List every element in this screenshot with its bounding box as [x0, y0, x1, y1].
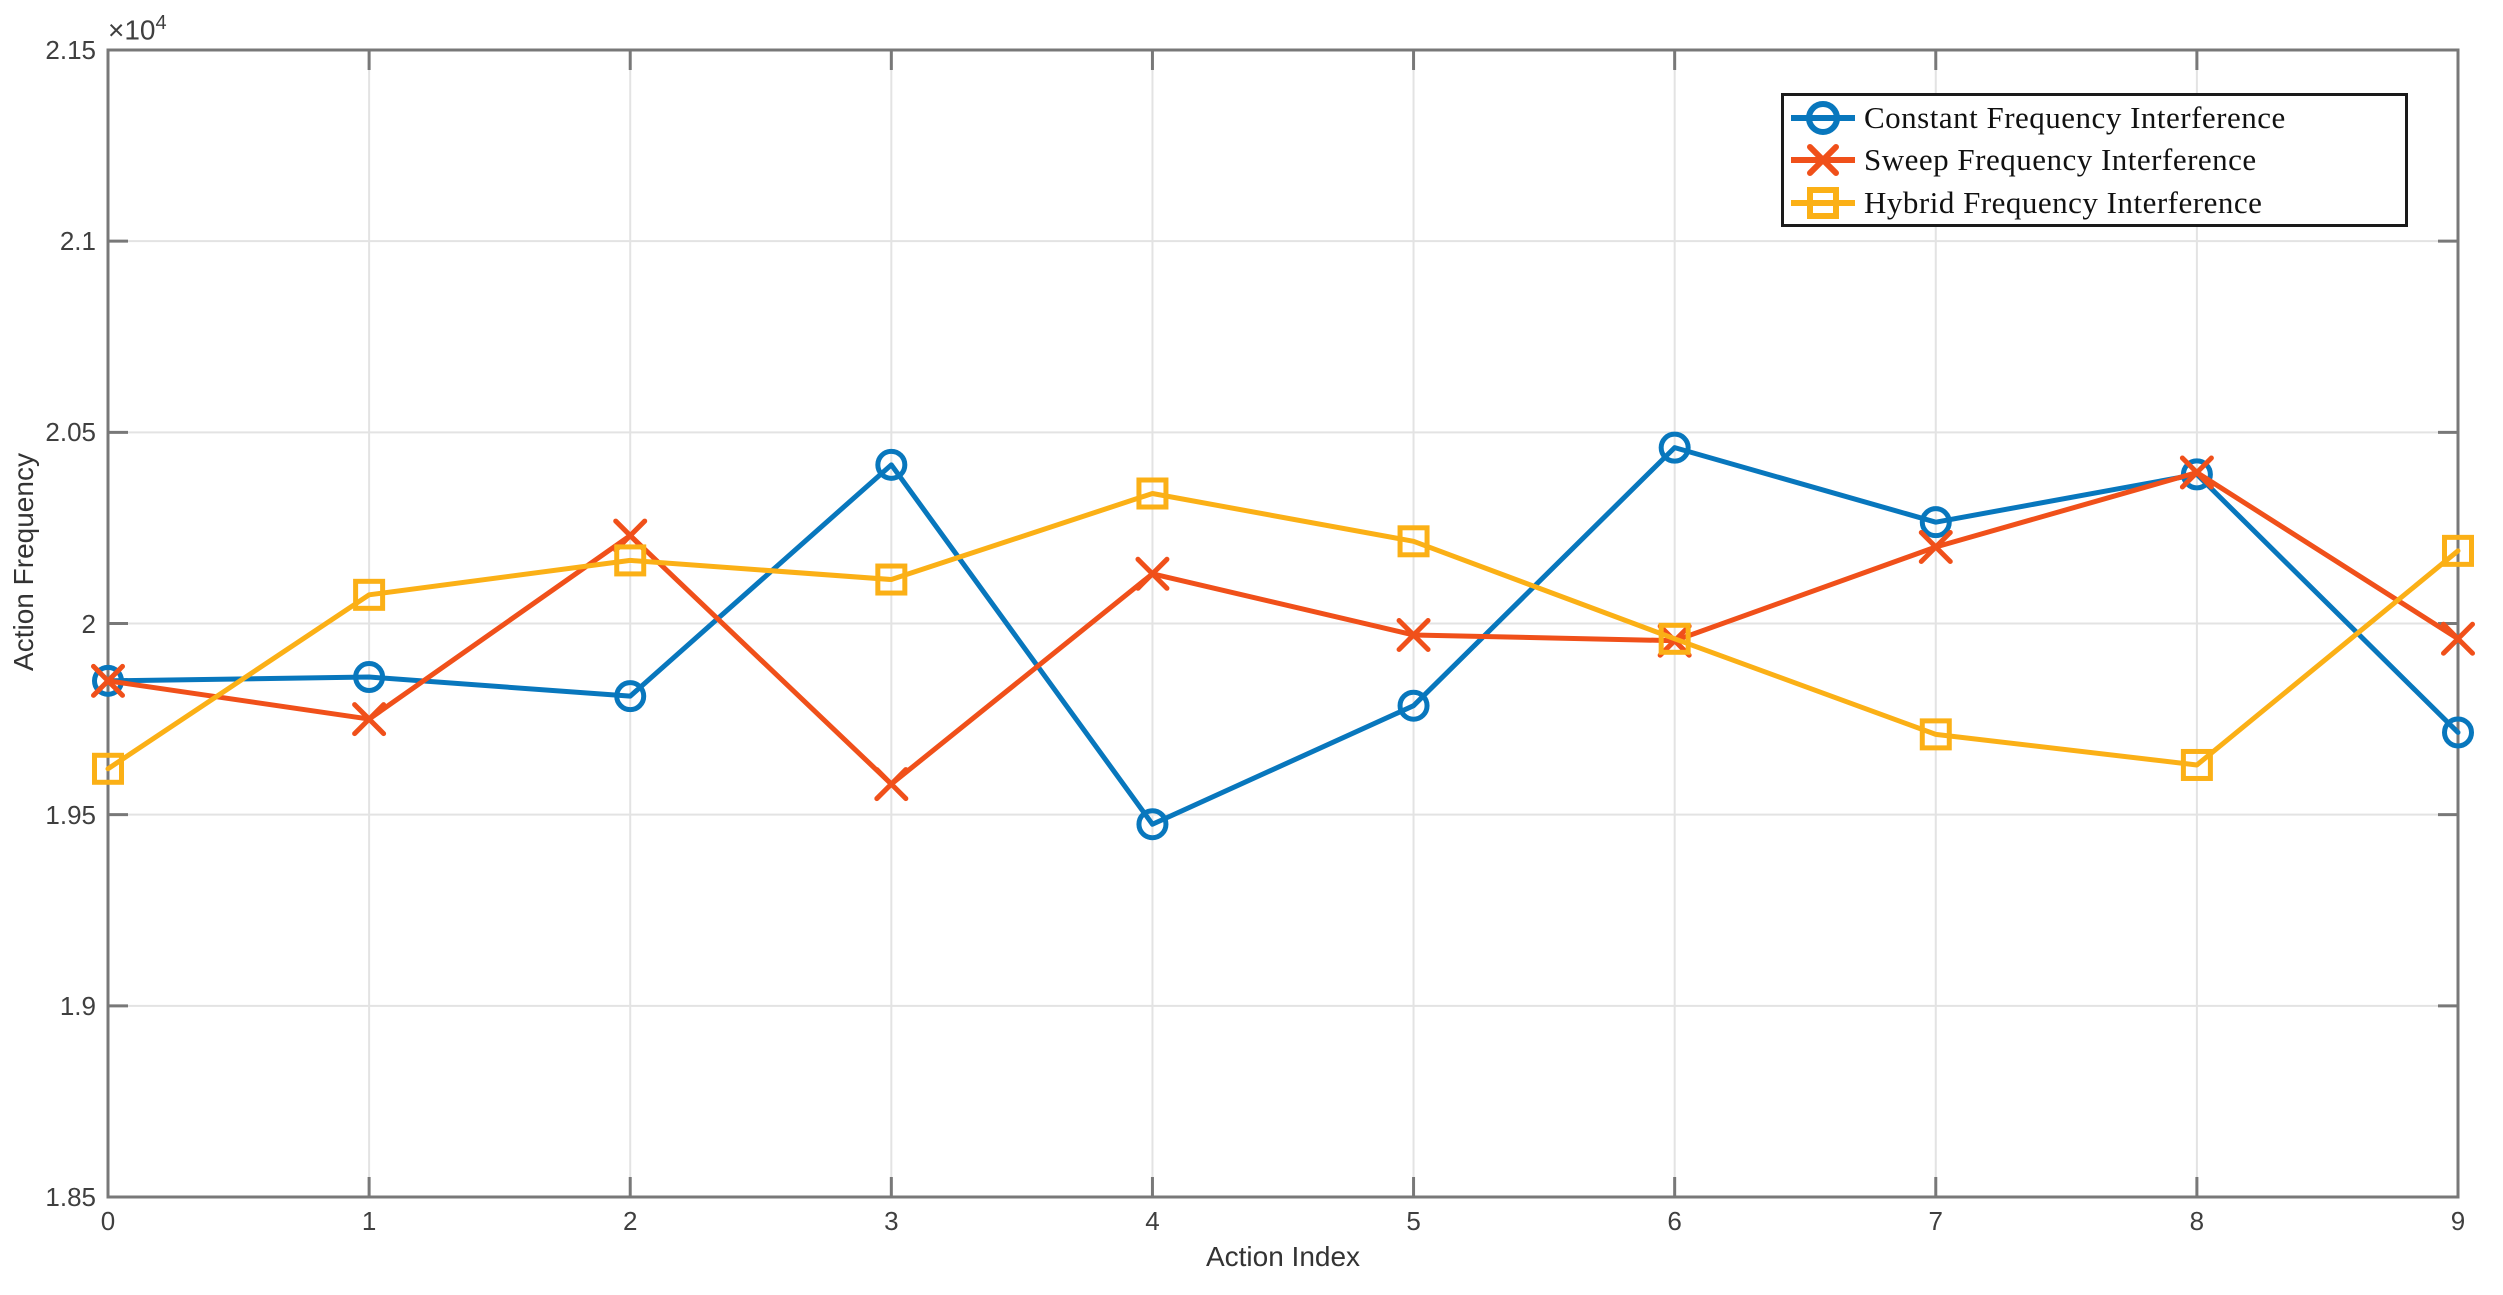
square-marker — [1397, 525, 1430, 558]
legend-item: Constant Frequency Interference — [1784, 97, 2405, 139]
legend-item: Hybrid Frequency Interference — [1784, 182, 2405, 224]
x-marker — [91, 663, 125, 698]
x-tick-label: 3 — [884, 1206, 899, 1236]
legend-item: Sweep Frequency Interference — [1784, 139, 2405, 181]
x-tick-label: 5 — [1406, 1206, 1421, 1236]
x-tick-label: 4 — [1145, 1206, 1160, 1236]
x-tick-label: 2 — [622, 1206, 638, 1236]
x-marker — [1396, 617, 1431, 652]
x-tick-label: 0 — [100, 1206, 116, 1236]
legend-label: Constant Frequency Interference — [1864, 99, 2286, 135]
legend-label: Hybrid Frequency Interference — [1864, 184, 2263, 220]
y-tick-label: 2.15 — [45, 35, 96, 65]
x-tick-label: 7 — [1928, 1206, 1943, 1236]
circle-marker — [2442, 716, 2474, 749]
exponent-base: ×10 — [108, 14, 156, 46]
y-tick-label: 2.1 — [59, 226, 96, 257]
circle-marker — [1397, 689, 1430, 722]
x-tick-label: 1 — [361, 1206, 377, 1236]
x-marker — [1918, 530, 1953, 565]
legend-label: Sweep Frequency Interference — [1864, 142, 2257, 177]
exponent-power: 4 — [155, 12, 167, 34]
y-tick-label: 1.9 — [59, 990, 96, 1021]
square-marker — [1919, 718, 1952, 751]
circle-marker — [1658, 431, 1691, 464]
circle-marker — [1919, 506, 1952, 539]
series-line-1 — [105, 469, 2461, 787]
square-marker — [2442, 534, 2474, 567]
circle-marker — [614, 680, 647, 713]
y-tick-label: 2.05 — [45, 417, 96, 448]
legend-circle-marker-icon — [1791, 100, 1855, 135]
circle-marker — [875, 448, 908, 481]
y-tick-label: 1.85 — [45, 1182, 96, 1212]
y-axis-label: Action Frequency — [8, 453, 39, 671]
y-axis-exponent-label: ×104 — [108, 12, 167, 46]
x-tick-label: 9 — [2450, 1206, 2466, 1236]
square-marker — [1658, 622, 1691, 655]
x-axis-label: Action Index — [1205, 1241, 1361, 1272]
square-marker — [614, 544, 647, 577]
series-line-2 — [105, 491, 2461, 772]
y-tick-label: 2 — [81, 608, 96, 639]
x-marker — [2179, 455, 2214, 490]
x-tick-label: 8 — [2189, 1206, 2205, 1236]
x-marker — [1135, 556, 1170, 591]
circle-marker — [1136, 808, 1169, 841]
x-tick-label: 6 — [1667, 1206, 1682, 1236]
circle-marker — [353, 661, 386, 694]
square-marker — [875, 563, 908, 596]
square-marker — [92, 752, 124, 785]
square-marker — [2180, 748, 2213, 781]
legend-x-marker-icon — [1791, 144, 1855, 176]
x-marker — [2441, 621, 2475, 656]
x-marker — [874, 767, 909, 802]
square-marker — [1136, 477, 1169, 510]
series-line-0 — [105, 445, 2461, 827]
y-tick-label: 1.95 — [45, 799, 96, 830]
legend-square-marker-icon — [1791, 186, 1855, 219]
legend: Constant Frequency Interference Sweep Fre… — [1781, 93, 2408, 227]
square-marker — [353, 578, 386, 611]
x-marker — [352, 702, 387, 737]
